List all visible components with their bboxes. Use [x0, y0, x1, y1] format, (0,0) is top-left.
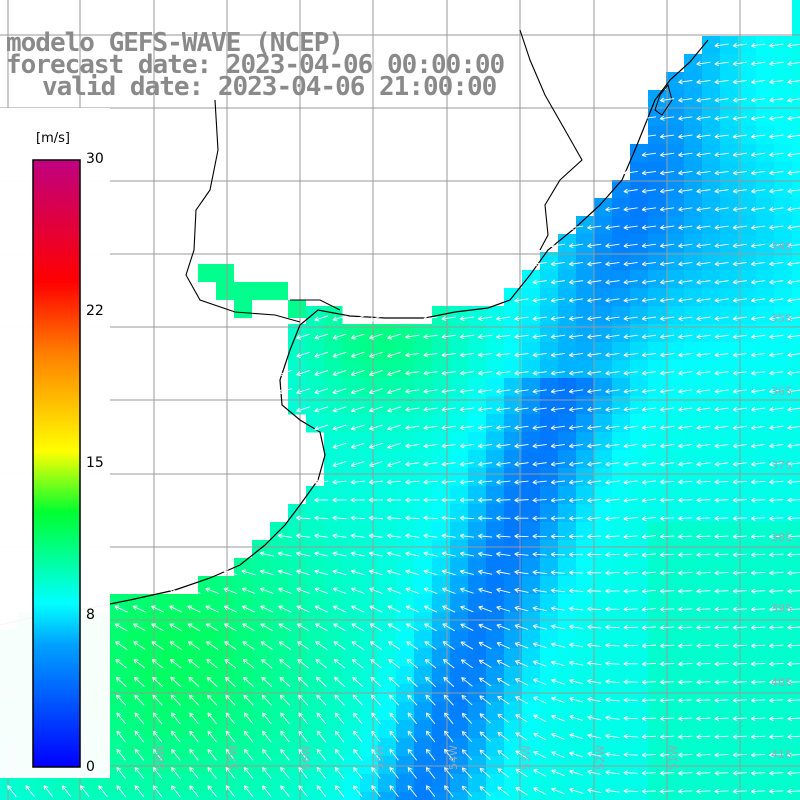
colorbar [0, 108, 110, 778]
latitude-label: 38S [771, 531, 792, 544]
colorbar-tick-30: 30 [86, 151, 104, 167]
colorbar-unit: [m/s] [34, 131, 72, 146]
forecast-date: forecast date: 2023-04-06 00:00:00 [6, 50, 505, 80]
latitude-label: 34S [771, 240, 792, 253]
valid-date: valid date: 2023-04-06 21:00:00 [42, 72, 497, 102]
longitude-label: 57W [227, 745, 240, 770]
model-title: modelo GEFS-WAVE (NCEP) [6, 28, 344, 58]
colorbar-tick-22: 22 [86, 303, 104, 319]
longitude-label: 53W [520, 745, 533, 770]
latitude-label: 39S [771, 602, 792, 615]
longitude-label: 58W [154, 745, 167, 770]
latitude-label: 37S [771, 459, 792, 472]
longitude-label: 54W [447, 745, 460, 770]
wind-arrows [7, 42, 800, 797]
colorbar-gradient [32, 159, 81, 768]
coastline [0, 29, 709, 626]
longitude-label: 51W [667, 745, 680, 770]
latitude-label: 36S [771, 385, 792, 398]
latitude-label: 35S [771, 312, 792, 325]
longitude-label: 56W [300, 745, 313, 770]
latitude-labels: 34S 35S 36S 37S 38S 39S 40S 41S [771, 240, 792, 761]
colorbar-tick-8: 8 [86, 607, 95, 623]
longitude-label: 55W [373, 745, 386, 770]
latitude-label: 40S [771, 676, 792, 689]
latitude-label: 41S [771, 748, 792, 761]
colorbar-tick-0: 0 [86, 759, 95, 775]
colorbar-tick-15: 15 [86, 455, 104, 471]
longitude-label: 52W [594, 745, 607, 770]
